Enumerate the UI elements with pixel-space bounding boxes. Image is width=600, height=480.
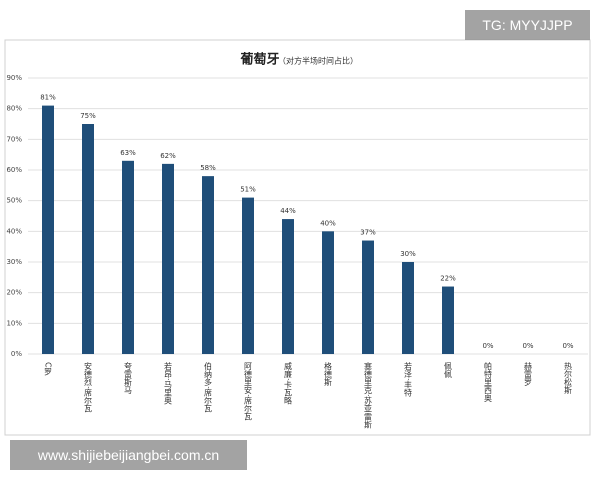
- value-label: 37%: [360, 229, 376, 237]
- y-tick-label: 30%: [6, 258, 22, 266]
- y-tick-label: 0%: [11, 350, 22, 358]
- bar: [402, 262, 414, 354]
- x-tick-label: 格德斯: [324, 361, 333, 387]
- x-tick-label: 伯纳多·席尔瓦: [204, 361, 213, 414]
- y-tick-label: 20%: [6, 289, 22, 297]
- value-label: 0%: [482, 342, 493, 350]
- y-tick-label: 80%: [6, 105, 22, 113]
- chart-subtitle: （对方半场时间占比）: [278, 56, 358, 66]
- watermark-top: TG: MYYJJPP: [465, 10, 590, 40]
- value-label: 75%: [80, 112, 96, 120]
- bar: [82, 124, 94, 354]
- bar: [362, 240, 374, 354]
- x-tick-label: 塞德里克·苏亚雷斯: [364, 361, 373, 430]
- value-label: 0%: [522, 342, 533, 350]
- bar: [442, 286, 454, 354]
- value-label: 58%: [200, 164, 216, 172]
- bar: [162, 163, 174, 354]
- value-label: 51%: [240, 186, 256, 194]
- x-tick-label: 若昂·马里奥: [164, 361, 173, 406]
- bar: [122, 160, 134, 354]
- value-label: 30%: [400, 250, 416, 258]
- x-tick-label: 若泽·丰特: [404, 361, 413, 397]
- value-label: 44%: [280, 207, 296, 215]
- chart-frame: [4, 39, 591, 436]
- value-label: 0%: [562, 342, 573, 350]
- chart-title: 葡萄牙: [239, 52, 279, 68]
- x-tick-label: 安德烈·席尔瓦: [84, 361, 93, 414]
- bar: [282, 219, 294, 354]
- value-label: 40%: [320, 219, 336, 227]
- bar: [202, 176, 214, 354]
- y-tick-label: 40%: [6, 227, 22, 235]
- x-tick-label: C罗: [44, 362, 53, 377]
- x-tick-label: 夸雷斯马: [124, 361, 133, 395]
- y-tick-label: 90%: [6, 74, 22, 82]
- x-tick-label: 帕特里西奥: [484, 361, 493, 403]
- value-label: 22%: [440, 275, 456, 283]
- y-tick-label: 50%: [6, 197, 22, 205]
- x-tick-label: 威廉·卡瓦略: [284, 361, 293, 405]
- x-tick-label: 赫雷罗: [524, 362, 533, 387]
- value-label: 63%: [120, 149, 136, 157]
- y-tick-label: 60%: [6, 166, 22, 174]
- value-label: 62%: [160, 152, 176, 160]
- watermark-bottom: www.shijiebeijiangbei.com.cn: [10, 440, 247, 470]
- bar: [242, 197, 254, 354]
- value-label: 81%: [40, 94, 56, 102]
- y-tick-label: 10%: [6, 319, 22, 327]
- x-tick-label: 热尔松斯: [564, 361, 573, 395]
- x-tick-label: 阿德里安·席尔瓦: [244, 362, 253, 422]
- x-tick-label: 佩佩: [444, 362, 453, 379]
- bar: [322, 231, 334, 354]
- bar: [42, 105, 54, 354]
- y-tick-label: 70%: [6, 135, 22, 143]
